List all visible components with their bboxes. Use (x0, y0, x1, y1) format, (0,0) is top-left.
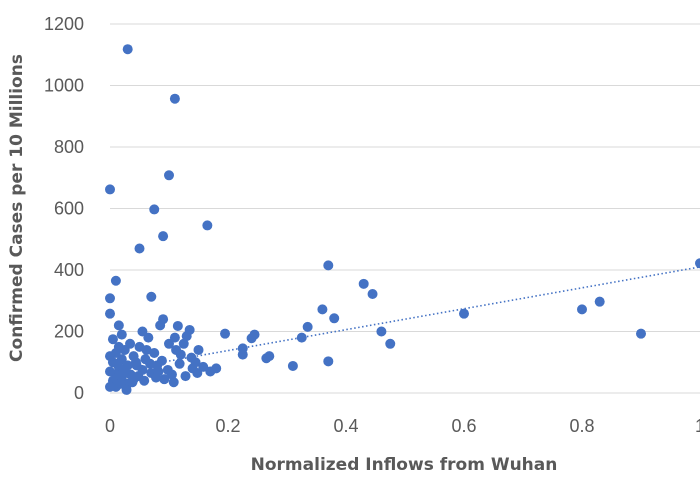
data-point (139, 375, 150, 386)
data-point (186, 352, 197, 363)
y-axis-ticks: 0 200 400 600 800 1000 1200 (44, 14, 84, 403)
trendline-group (109, 266, 700, 373)
data-point (105, 351, 115, 362)
data-point (112, 358, 123, 369)
data-point (149, 348, 160, 359)
data-point (323, 260, 334, 271)
data-point (202, 220, 213, 231)
data-point (246, 333, 257, 344)
data-point (287, 360, 298, 371)
data-point (105, 308, 115, 319)
x-tick-label: 0 (105, 416, 115, 436)
data-point (107, 334, 118, 345)
data-point (317, 304, 328, 315)
data-point (695, 258, 700, 269)
data-point (125, 338, 136, 349)
data-point (130, 357, 141, 368)
data-point (237, 349, 248, 360)
data-point (105, 184, 115, 195)
data-point (168, 377, 179, 388)
data-point (164, 338, 174, 349)
data-point (164, 170, 174, 181)
data-point (149, 204, 160, 215)
data-point (376, 326, 387, 337)
data-point (296, 332, 307, 343)
data-point (636, 328, 646, 339)
data-point (385, 338, 396, 349)
data-point (121, 384, 132, 395)
x-axis-ticks: 0 0.2 0.4 0.6 0.8 1 (105, 416, 700, 436)
data-point (169, 93, 180, 104)
data-point (113, 320, 124, 331)
y-tick-label: 0 (74, 383, 84, 403)
data-point (110, 275, 121, 286)
data-point (162, 364, 173, 375)
data-point (145, 358, 156, 369)
data-point (329, 313, 340, 324)
data-point (153, 366, 164, 377)
gridlines (110, 23, 700, 332)
y-axis-title: Confirmed Cases per 10 Millions (7, 54, 27, 362)
data-point (137, 326, 148, 337)
data-point (116, 329, 127, 340)
data-point (146, 291, 157, 302)
x-tick-label: 0.6 (451, 416, 476, 436)
y-tick-label: 400 (54, 260, 84, 280)
data-point (105, 366, 115, 377)
data-points (105, 44, 700, 395)
data-point (141, 344, 152, 355)
y-tick-label: 600 (54, 199, 84, 219)
x-tick-label: 0.2 (215, 416, 240, 436)
data-point (367, 288, 378, 299)
x-tick-label: 0.4 (333, 416, 358, 436)
data-point (594, 296, 605, 307)
data-point (577, 304, 587, 315)
x-tick-label: 0.8 (569, 416, 594, 436)
y-tick-label: 200 (54, 322, 84, 342)
data-point (302, 321, 313, 332)
data-point (220, 328, 231, 339)
y-tick-label: 1200 (44, 14, 84, 34)
data-point (323, 356, 334, 367)
data-point (459, 308, 469, 319)
data-point (155, 320, 166, 331)
y-tick-label: 800 (54, 137, 84, 157)
data-point (178, 338, 189, 349)
data-point (358, 278, 369, 289)
data-point (264, 351, 275, 362)
data-point (156, 355, 167, 366)
data-point (105, 293, 115, 304)
data-point (193, 344, 204, 355)
data-point (181, 331, 192, 342)
data-point (159, 374, 170, 385)
data-point (105, 381, 115, 392)
data-point (205, 366, 216, 377)
trendline (109, 266, 700, 373)
y-tick-label: 1000 (44, 76, 84, 96)
data-point (122, 44, 133, 55)
data-point (174, 358, 185, 369)
data-point (180, 371, 191, 382)
x-tick-label: 1 (695, 416, 700, 436)
data-point (172, 320, 183, 331)
data-point (158, 231, 169, 242)
x-axis-title: Normalized Inflows from Wuhan (251, 455, 558, 475)
data-point (117, 368, 128, 379)
data-point (134, 243, 145, 254)
data-point (171, 344, 182, 355)
data-point (198, 361, 209, 372)
